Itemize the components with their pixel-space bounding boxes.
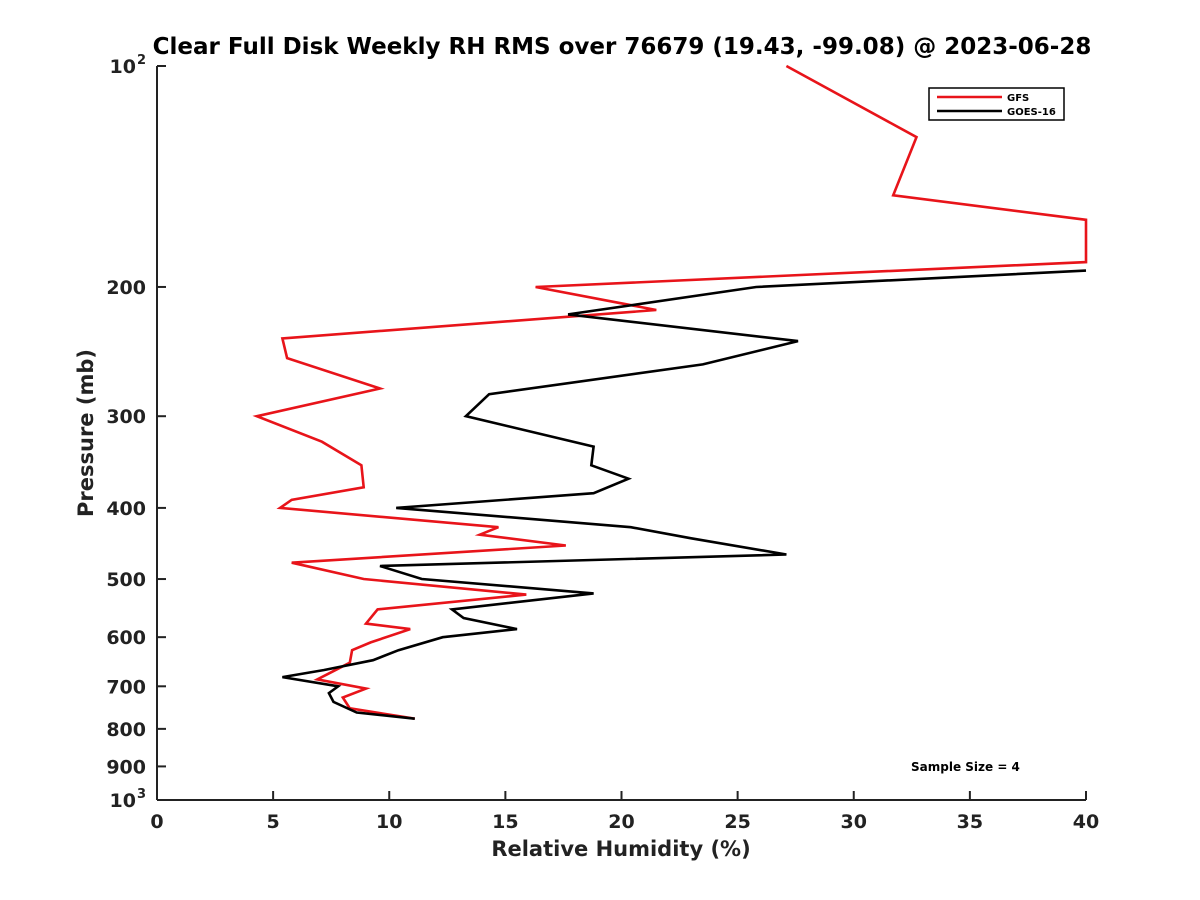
series-line-goes16 bbox=[282, 269, 1087, 720]
y-tick-label-exponent: 3 bbox=[137, 787, 146, 802]
y-axis-label: Pressure (mb) bbox=[74, 349, 98, 517]
series-line-gfs bbox=[252, 64, 1088, 720]
y-tick-label-exponent: 2 bbox=[137, 53, 146, 68]
y-tick-label: 200 bbox=[106, 277, 146, 299]
x-tick-label: 10 bbox=[376, 811, 402, 833]
x-tick-label: 30 bbox=[841, 811, 867, 833]
y-tick-label: 700 bbox=[106, 676, 146, 698]
legend: GFS GOES-16 bbox=[928, 87, 1065, 121]
y-tick-label: 10 bbox=[110, 56, 136, 78]
x-tick-label: 35 bbox=[957, 811, 983, 833]
y-tick-label: 300 bbox=[106, 406, 146, 428]
y-tick-label: 800 bbox=[106, 719, 146, 741]
series-layer bbox=[252, 64, 1088, 720]
x-tick-label: 0 bbox=[150, 811, 163, 833]
x-axis-label: Relative Humidity (%) bbox=[491, 837, 750, 861]
legend-box bbox=[928, 87, 1065, 121]
y-tick-label: 400 bbox=[106, 498, 146, 520]
chart-title: Clear Full Disk Weekly RH RMS over 76679… bbox=[153, 34, 1092, 60]
sample-size-annotation: Sample Size = 4 bbox=[911, 760, 1020, 774]
x-tick-label: 40 bbox=[1073, 811, 1099, 833]
x-tick-label: 20 bbox=[608, 811, 634, 833]
legend-label-gfs: GFS bbox=[1007, 93, 1029, 104]
x-tick-label: 25 bbox=[724, 811, 750, 833]
legend-label-goes16: GOES-16 bbox=[1007, 107, 1056, 118]
x-tick-label: 15 bbox=[492, 811, 518, 833]
y-tick-label: 600 bbox=[106, 627, 146, 649]
y-tick-label: 10 bbox=[110, 790, 136, 812]
x-axis-ticks: 0 5 10 15 20 25 30 35 40 bbox=[150, 791, 1099, 833]
x-tick-label: 5 bbox=[267, 811, 280, 833]
y-tick-label: 500 bbox=[106, 569, 146, 591]
y-tick-label: 900 bbox=[106, 756, 146, 778]
